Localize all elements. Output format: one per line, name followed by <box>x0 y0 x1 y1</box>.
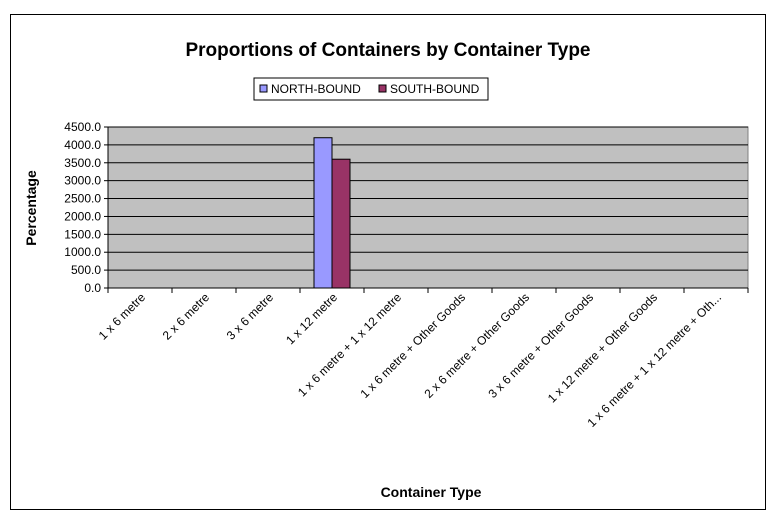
x-tick-label: 3 x 6 metre <box>224 290 277 343</box>
y-tick-label: 3500.0 <box>64 156 101 170</box>
chart-title: Proportions of Containers by Container T… <box>185 40 590 61</box>
x-tick-label: 1 x 12 metre + Other Goods <box>545 290 660 405</box>
legend-swatch <box>259 84 268 93</box>
x-tick-label: 1 x 6 metre + Other Goods <box>358 290 469 401</box>
y-tick-label: 1500.0 <box>64 227 101 241</box>
x-tick-label: 1 x 6 metre <box>96 290 149 343</box>
legend-label: SOUTH-BOUND <box>390 82 480 96</box>
legend-label: NORTH-BOUND <box>271 82 361 96</box>
legend: NORTH-BOUND SOUTH-BOUND <box>253 77 489 101</box>
bars <box>313 137 351 289</box>
bar-south-bound <box>331 158 351 289</box>
x-tick-label: 2 x 6 metre <box>160 290 213 343</box>
y-axis-title: Percentage <box>23 170 39 246</box>
x-tick-label: 3 x 6 metre + Other Goods <box>486 290 597 401</box>
y-tick-label: 3000.0 <box>64 174 101 188</box>
y-tick-label: 4500.0 <box>64 120 101 134</box>
x-tick-label: 1 x 6 metre + 1 x 12 metre <box>295 290 404 399</box>
y-tick-label: 0.0 <box>84 281 101 295</box>
plot-background <box>107 126 749 289</box>
x-tick-label: 1 x 6 metre + 1 x 12 metre + Oth... <box>585 290 725 430</box>
legend-swatch <box>378 84 387 93</box>
x-axis-title: Container Type <box>381 484 482 500</box>
y-tick-label: 4000.0 <box>64 138 101 152</box>
bar-north-bound <box>313 137 333 289</box>
y-tick-label: 500.0 <box>71 263 101 277</box>
legend-box <box>253 77 489 101</box>
x-axis: 1 x 6 metre 2 x 6 metre 3 x 6 metre 1 x 12 … <box>96 287 749 430</box>
plot-area <box>107 126 749 289</box>
x-tick-label: 2 x 6 metre + Other Goods <box>422 290 533 401</box>
y-tick-label: 2000.0 <box>64 209 101 223</box>
y-tick-label: 1000.0 <box>64 245 101 259</box>
y-tick-label: 2500.0 <box>64 192 101 206</box>
y-axis: 0.0 500.0 1000.0 1500.0 2000.0 2500.0 3000.0 35… <box>64 120 109 295</box>
x-tick-label: 1 x 12 metre <box>283 290 340 347</box>
